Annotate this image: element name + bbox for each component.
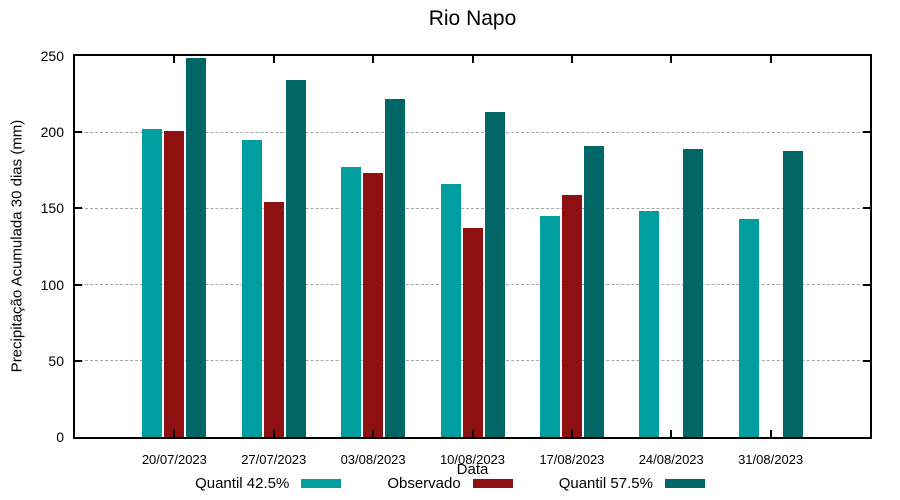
y-tick-label: 250 (40, 48, 64, 64)
bar-quantil-42-5 (738, 219, 759, 437)
y-tick-mark (863, 359, 870, 362)
x-tick-mark (570, 56, 573, 63)
x-tick-label: 31/08/2023 (738, 452, 804, 467)
bar-quantil-57-5 (782, 150, 803, 437)
y-tick-label: 50 (48, 352, 64, 369)
bar-observado (263, 202, 284, 437)
bar-observado (164, 130, 185, 437)
x-tick-mark (769, 56, 772, 63)
x-tick-mark (173, 430, 176, 437)
y-tick-mark (75, 207, 82, 210)
x-tick-mark (769, 430, 772, 437)
y-tick-label: 100 (40, 276, 64, 293)
y-tick-label: 0 (56, 429, 64, 445)
legend-label: Observado (387, 475, 461, 492)
y-tick-mark (75, 359, 82, 362)
y-tick-label: 200 (40, 124, 64, 141)
bar-quantil-42-5 (341, 167, 362, 437)
bar-quantil-42-5 (440, 184, 461, 437)
legend-label: Quantil 42.5% (195, 475, 290, 492)
bar-quantil-42-5 (241, 139, 262, 437)
y-tick-mark (75, 283, 82, 286)
y-axis-label: Precipitação Acumulada 30 dias (mm) (8, 119, 26, 373)
y-tick-mark (863, 283, 870, 286)
bar-quantil-57-5 (583, 145, 604, 437)
grid-line-150 (75, 207, 870, 209)
x-tick-mark (670, 56, 673, 63)
bar-quantil-57-5 (385, 98, 406, 437)
x-tick-mark (372, 430, 375, 437)
bar-observado (363, 173, 384, 437)
grid-line-200 (75, 131, 870, 133)
chart-title: Rio Napo (428, 7, 517, 30)
legend: Quantil 42.5% Observado Quantil 57.5% (0, 474, 900, 493)
x-tick-mark (173, 56, 176, 63)
legend-swatch-quantil-57-5 (664, 479, 705, 488)
x-tick-label: 03/08/2023 (340, 452, 406, 467)
x-tick-label: 20/07/2023 (141, 452, 207, 467)
x-tick-mark (670, 430, 673, 437)
legend-swatch-quantil-42-5 (301, 479, 342, 488)
bar-observado (561, 194, 582, 437)
legend-entry-quantil-57-5: Quantil 57.5% (559, 474, 705, 493)
y-tick-mark (863, 131, 870, 134)
x-tick-label: 24/08/2023 (638, 452, 704, 467)
bar-observado (462, 228, 483, 437)
legend-entry-quantil-42-5: Quantil 42.5% (195, 474, 342, 493)
x-tick-label: 10/08/2023 (439, 452, 506, 467)
bar-quantil-57-5 (186, 57, 207, 437)
y-tick-mark (75, 131, 82, 134)
bar-quantil-57-5 (484, 112, 505, 437)
legend-swatch-observado (472, 479, 513, 488)
bar-quantil-42-5 (639, 211, 660, 437)
x-tick-mark (570, 430, 573, 437)
bar-quantil-57-5 (285, 80, 306, 437)
y-tick-label: 150 (40, 200, 64, 217)
bar-quantil-42-5 (539, 216, 560, 437)
x-tick-mark (471, 56, 474, 63)
x-tick-label: 17/08/2023 (539, 452, 605, 467)
x-tick-mark (471, 430, 474, 437)
plot-area (73, 54, 872, 439)
x-tick-mark (272, 56, 275, 63)
legend-entry-observado: Observado (387, 474, 513, 493)
legend-label: Quantil 57.5% (558, 475, 653, 492)
y-tick-mark (863, 207, 870, 210)
x-axis-label: Data (456, 461, 489, 478)
x-tick-mark (372, 56, 375, 63)
bar-quantil-57-5 (683, 148, 704, 437)
x-tick-mark (272, 430, 275, 437)
x-tick-label: 27/07/2023 (241, 452, 307, 467)
bar-quantil-42-5 (142, 129, 163, 437)
